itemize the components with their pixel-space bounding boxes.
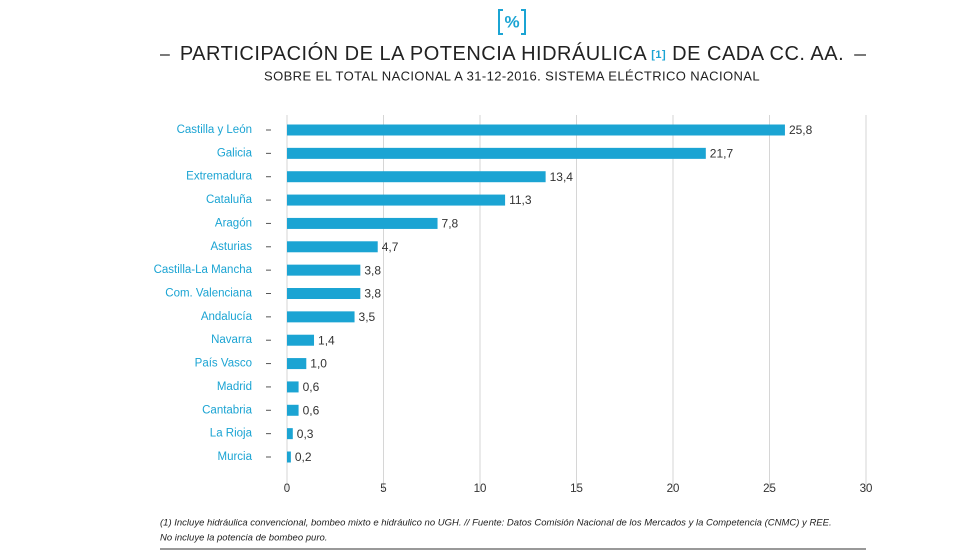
x-tick-label: 15	[570, 483, 583, 495]
category-label: Murcia	[217, 451, 252, 463]
value-label: 1,4	[318, 333, 335, 347]
value-label: 25,8	[789, 123, 813, 137]
bar	[287, 451, 291, 463]
footnote: No incluye la potencia de bombeo puro.	[160, 533, 327, 544]
category-label: Extremadura	[186, 171, 252, 183]
title-main: PARTICIPACIÓN DE LA POTENCIA HIDRÁULICA	[180, 42, 648, 65]
x-tick-label: 25	[763, 483, 776, 495]
value-label: 11,3	[509, 193, 532, 207]
category-label: País Vasco	[195, 358, 252, 370]
category-label: Com. Valenciana	[165, 288, 252, 300]
chart-subtitle: SOBRE EL TOTAL NACIONAL A 31-12-2016. SI…	[264, 68, 760, 83]
bar	[287, 194, 506, 206]
value-label: 0,6	[303, 380, 320, 394]
category-label: Galicia	[217, 147, 253, 159]
bar	[287, 124, 785, 136]
category-label: Cataluña	[206, 194, 253, 206]
value-label: 21,7	[710, 147, 734, 161]
category-label: Madrid	[217, 381, 252, 393]
category-label: Castilla-La Mancha	[154, 264, 253, 276]
value-label: 3,8	[364, 263, 381, 277]
bar	[287, 381, 299, 393]
category-label: La Rioja	[210, 428, 253, 440]
badge-brackets	[498, 9, 526, 35]
value-label: 0,3	[297, 427, 314, 441]
bar	[287, 217, 438, 229]
category-label: Andalucía	[201, 311, 253, 323]
title-note: [1]	[651, 49, 666, 61]
bar	[287, 241, 378, 253]
x-tick-label: 5	[380, 483, 386, 495]
unit-badge: %	[504, 12, 519, 31]
value-label: 4,7	[382, 240, 399, 254]
chart-title: PARTICIPACIÓN DE LA POTENCIA HIDRÁULICA[…	[180, 42, 844, 65]
category-label: Castilla y León	[177, 124, 252, 136]
bar	[287, 428, 293, 440]
title-end: DE CADA CC. AA.	[672, 43, 844, 65]
bar	[287, 358, 307, 370]
bar	[287, 311, 355, 323]
category-label: Navarra	[211, 334, 253, 346]
bar	[287, 147, 706, 159]
x-tick-label: 0	[284, 483, 290, 495]
category-label: Cantabria	[202, 404, 252, 416]
value-label: 3,8	[364, 287, 381, 301]
value-label: 1,0	[310, 357, 327, 371]
footnote: (1) Incluye hidráulica convencional, bom…	[160, 518, 832, 529]
value-label: 0,2	[295, 450, 312, 464]
bar	[287, 288, 361, 299]
bar	[287, 334, 315, 346]
value-label: 7,8	[442, 217, 459, 231]
value-label: 3,5	[359, 310, 376, 324]
value-label: 0,6	[303, 403, 320, 417]
category-label: Aragón	[215, 217, 252, 229]
x-tick-label: 20	[667, 483, 680, 495]
category-label: Asturias	[210, 241, 252, 253]
bar	[287, 264, 361, 276]
x-tick-label: 10	[474, 483, 487, 495]
bar	[287, 404, 299, 416]
x-tick-label: 30	[860, 483, 873, 495]
value-label: 13,4	[550, 170, 574, 184]
bar	[287, 171, 546, 183]
